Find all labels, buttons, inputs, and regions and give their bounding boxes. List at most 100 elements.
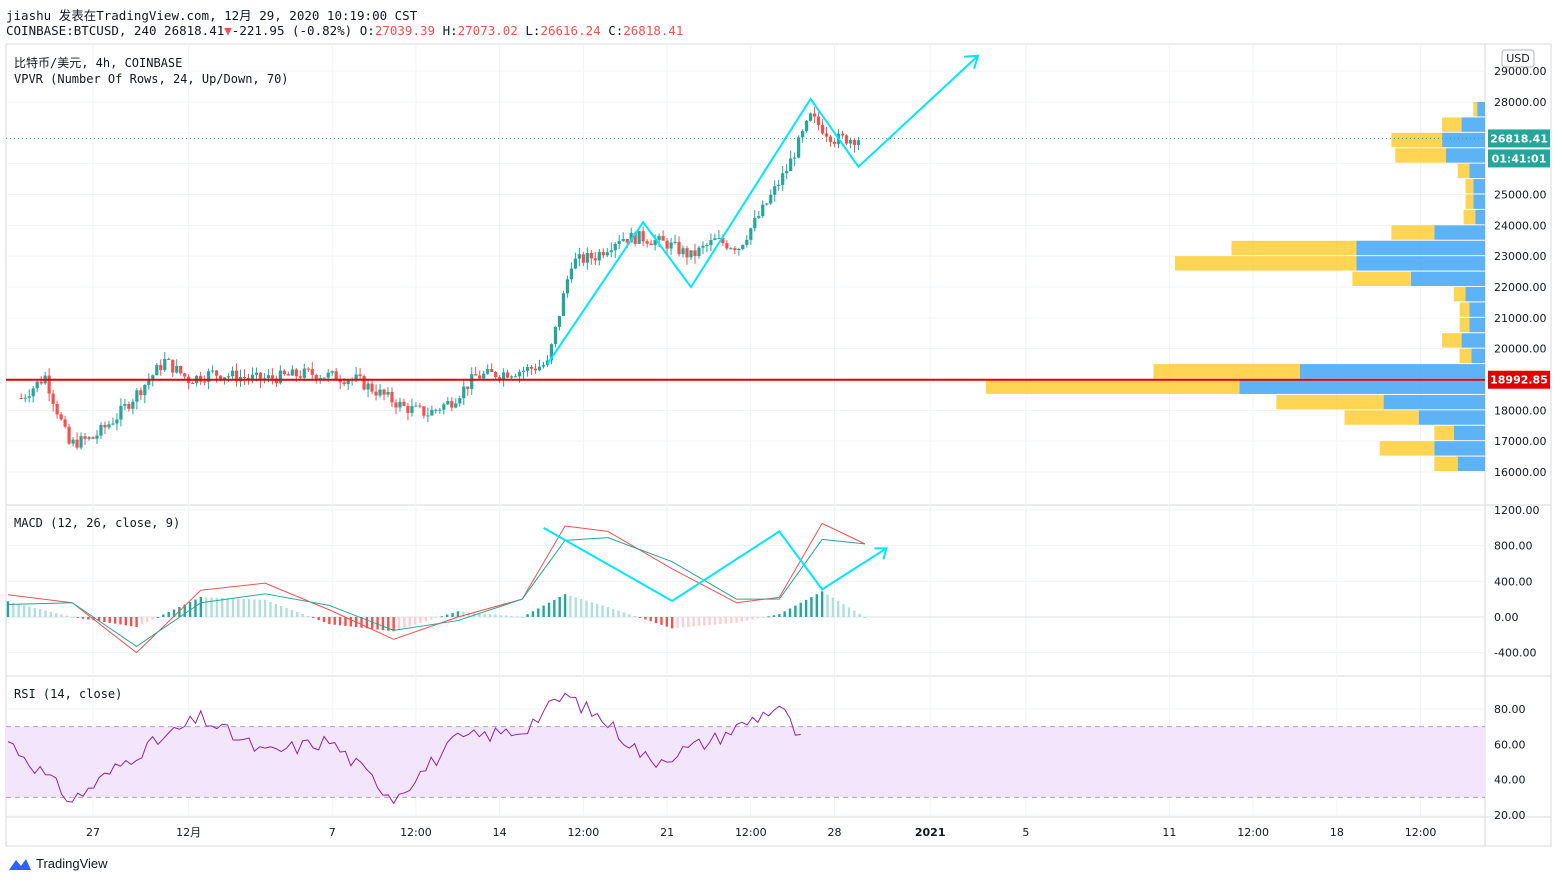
macd-hist-bar-129 bbox=[697, 617, 701, 627]
candle-body-45 bbox=[199, 375, 203, 382]
macd-hist-bar-106 bbox=[574, 597, 577, 617]
macd-hist-bar-155 bbox=[837, 600, 840, 617]
macd-hist-bar-159 bbox=[858, 613, 861, 617]
candle-body-65 bbox=[278, 370, 282, 384]
candle-body-68 bbox=[290, 369, 294, 376]
price-tick-label-2: 18000.00 bbox=[1494, 404, 1547, 417]
candle-body-71 bbox=[302, 368, 306, 378]
macd-hist-bar-113 bbox=[612, 608, 615, 617]
candle-body-56 bbox=[242, 376, 247, 378]
candle-body-192 bbox=[785, 171, 789, 174]
vpvr-down-bar-7 bbox=[1471, 348, 1485, 364]
level-price-tag-bg bbox=[1488, 370, 1550, 389]
candle-body-107 bbox=[446, 401, 450, 405]
x-tick-label-9: 2021 bbox=[915, 826, 946, 839]
vpvr-up-bar-14 bbox=[1231, 240, 1357, 256]
candle-body-157 bbox=[645, 241, 649, 244]
candle-body-137 bbox=[565, 279, 570, 294]
macd-hist-bar-143 bbox=[772, 615, 776, 617]
macd-hist-bar-125 bbox=[676, 617, 679, 628]
macd-hist-bar-3 bbox=[22, 605, 26, 617]
candle-body-119 bbox=[494, 372, 498, 378]
candle-body-18 bbox=[91, 437, 95, 439]
candle-body-114 bbox=[474, 374, 478, 376]
macd-hist-bar-149 bbox=[804, 599, 808, 617]
candle-body-105 bbox=[438, 409, 442, 411]
candle-body-123 bbox=[510, 376, 514, 378]
vpvr-down-bar-2 bbox=[1453, 425, 1485, 441]
rsi-tick-label-0: 20.00 bbox=[1494, 809, 1526, 822]
macd-hist-bar-67 bbox=[365, 617, 369, 629]
candle-body-186 bbox=[761, 204, 765, 217]
macd-hist-bar-64 bbox=[349, 617, 352, 627]
candle-body-35 bbox=[159, 365, 163, 371]
macd-hist-bar-153 bbox=[826, 594, 829, 617]
candle-body-50 bbox=[218, 375, 223, 380]
candle-body-95 bbox=[398, 401, 402, 408]
candle-body-126 bbox=[521, 370, 526, 372]
drawing-overlays[interactable] bbox=[6, 54, 1485, 603]
macd-hist-bar-61 bbox=[333, 617, 336, 625]
macd-hist-bar-45 bbox=[247, 599, 251, 617]
candle-body-140 bbox=[577, 254, 581, 259]
macd-hist-bar-8 bbox=[49, 611, 53, 617]
rsi-tick-label-3: 80.00 bbox=[1494, 703, 1526, 716]
candle-body-184 bbox=[753, 217, 757, 229]
candle-body-134 bbox=[553, 326, 558, 345]
macd-hist-bar-124 bbox=[670, 617, 674, 629]
candle-body-37 bbox=[167, 358, 171, 360]
x-tick-label-0: 27 bbox=[86, 826, 100, 839]
macd-hist-bar-56 bbox=[306, 616, 310, 618]
symbol-label: COINBASE:BTCUSD, 240 bbox=[6, 23, 157, 38]
macd-hist-bar-48 bbox=[263, 599, 267, 617]
macd-hist-bar-86 bbox=[467, 612, 470, 617]
price-tick-label-12: 28000.00 bbox=[1494, 96, 1547, 109]
candle-body-130 bbox=[537, 366, 542, 371]
tradingview-brand[interactable]: TradingView bbox=[8, 856, 108, 871]
open-value: 27039.39 bbox=[374, 23, 436, 38]
vpvr-down-bar-23 bbox=[1477, 102, 1485, 117]
macd-series-macd bbox=[7, 522, 866, 654]
macd-hist-bar-137 bbox=[740, 617, 744, 622]
vpvr-down-bar-8 bbox=[1461, 333, 1485, 348]
candle-body-176 bbox=[721, 238, 725, 244]
macd-hist-bar-36 bbox=[199, 597, 203, 617]
candle-body-183 bbox=[749, 228, 753, 240]
candle-body-29 bbox=[135, 390, 139, 402]
macd-hist-bar-24 bbox=[135, 617, 138, 627]
vpvr-down-bar-11 bbox=[1465, 287, 1485, 302]
macd-hist-bar-33 bbox=[183, 604, 186, 617]
candle-body-151 bbox=[621, 239, 625, 242]
candle-body-3 bbox=[31, 388, 35, 397]
candle-body-28 bbox=[131, 401, 135, 409]
vpvr-up-bar-6 bbox=[1153, 364, 1300, 379]
candle-body-64 bbox=[274, 378, 278, 384]
macd-hist-bar-150 bbox=[810, 597, 813, 617]
macd-hist-bar-141 bbox=[762, 617, 765, 618]
candle-body-94 bbox=[394, 402, 398, 408]
candle-body-7 bbox=[47, 375, 51, 394]
candle-body-193 bbox=[789, 158, 793, 172]
macd-hist-bar-100 bbox=[542, 605, 545, 617]
macd-hist-bar-5 bbox=[33, 607, 36, 617]
macd-hist-bar-127 bbox=[687, 617, 690, 627]
vpvr-up-bar-7 bbox=[1459, 348, 1472, 364]
candle-body-180 bbox=[737, 248, 741, 251]
change-value: -221.95 (-0.82%) bbox=[231, 23, 353, 38]
macd-hist-bar-26 bbox=[146, 617, 149, 622]
macd-hist-bar-94 bbox=[510, 616, 513, 618]
candle-body-197 bbox=[805, 120, 809, 132]
candle-body-72 bbox=[306, 368, 310, 370]
macd-hist-bar-91 bbox=[494, 614, 497, 617]
macd-hist-bar-148 bbox=[799, 602, 802, 617]
macd-hist-bar-89 bbox=[483, 613, 486, 617]
macd-hist-bar-112 bbox=[606, 607, 610, 617]
time-axis: 27 12月 7 12:00 14 12:00 21 12:00 28 2021 5 11 12:00 1… bbox=[86, 826, 1436, 839]
rsi-band-fill bbox=[6, 726, 1485, 798]
price-tick-label-4: 20000.00 bbox=[1494, 343, 1547, 356]
macd-hist-bar-132 bbox=[713, 617, 717, 625]
candle-body-73 bbox=[310, 369, 314, 375]
x-tick-label-11: 11 bbox=[1162, 826, 1176, 839]
macd-hist-bar-51 bbox=[279, 605, 283, 617]
